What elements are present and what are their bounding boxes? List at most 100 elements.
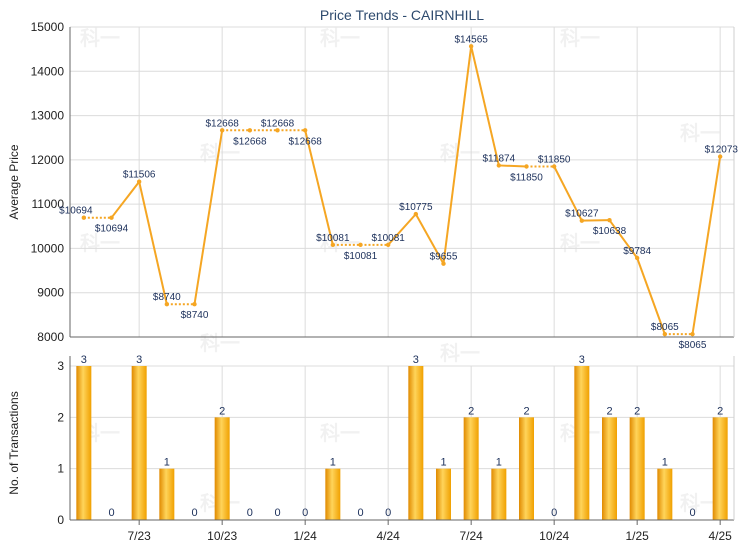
price-data-label: $10081 (371, 233, 405, 244)
price-data-label: $10081 (316, 233, 350, 244)
transaction-count-label: 0 (551, 507, 557, 519)
price-data-label: $9655 (430, 252, 458, 263)
transaction-bar (574, 366, 589, 520)
price-point (192, 302, 196, 306)
price-y-tick-label: 15000 (31, 20, 65, 34)
transaction-count-label: 1 (330, 457, 336, 469)
transaction-bar (159, 469, 174, 520)
transaction-bar (519, 417, 534, 520)
price-data-label: $10638 (593, 226, 627, 237)
price-data-label: $11850 (538, 155, 571, 166)
price-line-segment (305, 130, 333, 245)
price-data-label: $12668 (261, 118, 295, 129)
transaction-bar (76, 366, 91, 520)
x-tick-label: 10/24 (539, 529, 569, 543)
x-tick-label: 10/23 (207, 529, 237, 543)
transaction-count-label: 0 (302, 507, 308, 519)
transaction-bar (630, 417, 645, 520)
watermark-text: 科一 (200, 331, 240, 355)
price-data-label: $8065 (679, 340, 707, 351)
transaction-count-label: 3 (136, 354, 142, 366)
price-data-label: $11850 (510, 173, 543, 184)
price-data-label: $10775 (399, 202, 433, 213)
transaction-count-label: 2 (523, 405, 529, 417)
transaction-bar (491, 469, 506, 520)
x-tick-label: 1/24 (293, 529, 317, 543)
transaction-bar (602, 417, 617, 520)
price-y-tick-label: 9000 (37, 286, 64, 300)
transaction-count-label: 2 (606, 405, 612, 417)
transactions-y-tick-label: 1 (57, 462, 64, 476)
price-point (607, 218, 611, 222)
x-tick-label: 1/25 (625, 529, 649, 543)
price-data-label: $12073 (705, 145, 739, 156)
price-data-label: $10694 (59, 206, 93, 217)
transaction-count-label: 0 (385, 507, 391, 519)
transaction-bar (657, 469, 672, 520)
price-data-label: $12668 (233, 136, 267, 147)
transaction-bar (132, 366, 147, 520)
price-line-segment (499, 165, 527, 166)
transaction-count-label: 1 (662, 457, 668, 469)
price-grid (70, 27, 734, 337)
transaction-count-label: 3 (413, 354, 419, 366)
transaction-count-label: 0 (191, 507, 197, 519)
watermark-text: 科一 (560, 26, 600, 50)
price-data-label: $11874 (483, 153, 516, 164)
watermark-text: 科一 (440, 341, 480, 365)
transaction-bar (325, 469, 340, 520)
watermark-text: 科一 (440, 141, 480, 165)
transactions-y-tick-label: 3 (57, 359, 64, 373)
transactions-y-axis-title: No. of Transactions (7, 391, 21, 494)
price-line-segment (139, 182, 167, 304)
watermark-text: 科一 (80, 26, 120, 50)
price-data-label: $10694 (95, 224, 129, 235)
labels: Price Trends - CAIRNHILL8000900010000110… (7, 7, 738, 543)
watermark-text: 科一 (320, 421, 360, 445)
transaction-count-label: 0 (689, 507, 695, 519)
transaction-count-label: 0 (108, 507, 114, 519)
transaction-bar (408, 366, 423, 520)
transactions-y-tick-label: 2 (57, 410, 64, 424)
price-point (248, 128, 252, 132)
transaction-count-label: 2 (468, 405, 474, 417)
x-tick-label: 7/23 (127, 529, 151, 543)
transaction-count-label: 3 (579, 354, 585, 366)
price-y-tick-label: 8000 (37, 330, 64, 344)
price-data-label: $12668 (205, 118, 239, 129)
price-y-tick-label: 12000 (31, 153, 65, 167)
price-y-tick-label: 13000 (31, 109, 65, 123)
transaction-count-label: 2 (634, 405, 640, 417)
chart-title: Price Trends - CAIRNHILL (320, 7, 484, 23)
transaction-count-label: 0 (274, 507, 280, 519)
watermark-layer: 科一科一科一科一科一科一科一科一科一科一科一科一科一科一科一科一 (80, 26, 720, 515)
price-data-label: $12668 (288, 136, 322, 147)
price-data-label: $8065 (651, 322, 679, 333)
price-line-segment (112, 182, 140, 218)
x-tick-label: 4/25 (708, 529, 732, 543)
watermark-text: 科一 (320, 26, 360, 50)
transaction-count-label: 1 (496, 457, 502, 469)
price-y-tick-label: 10000 (31, 241, 65, 255)
transaction-bar (464, 417, 479, 520)
transaction-count-label: 1 (440, 457, 446, 469)
price-data-label: $10081 (344, 251, 378, 262)
price-point (358, 243, 362, 247)
price-data-label: $8740 (181, 310, 209, 321)
price-data-label: $9784 (623, 246, 651, 257)
price-y-axis-title: Average Price (7, 144, 21, 219)
price-point (524, 164, 528, 168)
price-point (690, 332, 694, 336)
transaction-count-label: 3 (81, 354, 87, 366)
transaction-count-label: 2 (717, 405, 723, 417)
x-tick-label: 7/24 (459, 529, 483, 543)
price-point (303, 128, 307, 132)
price-data-label: $14565 (454, 34, 488, 45)
price-point (109, 215, 113, 219)
price-y-tick-label: 14000 (31, 64, 65, 78)
transaction-count-label: 0 (247, 507, 253, 519)
price-data-label: $8740 (153, 292, 181, 303)
price-data-label: $10627 (565, 209, 599, 220)
x-tick-label: 4/24 (376, 529, 400, 543)
